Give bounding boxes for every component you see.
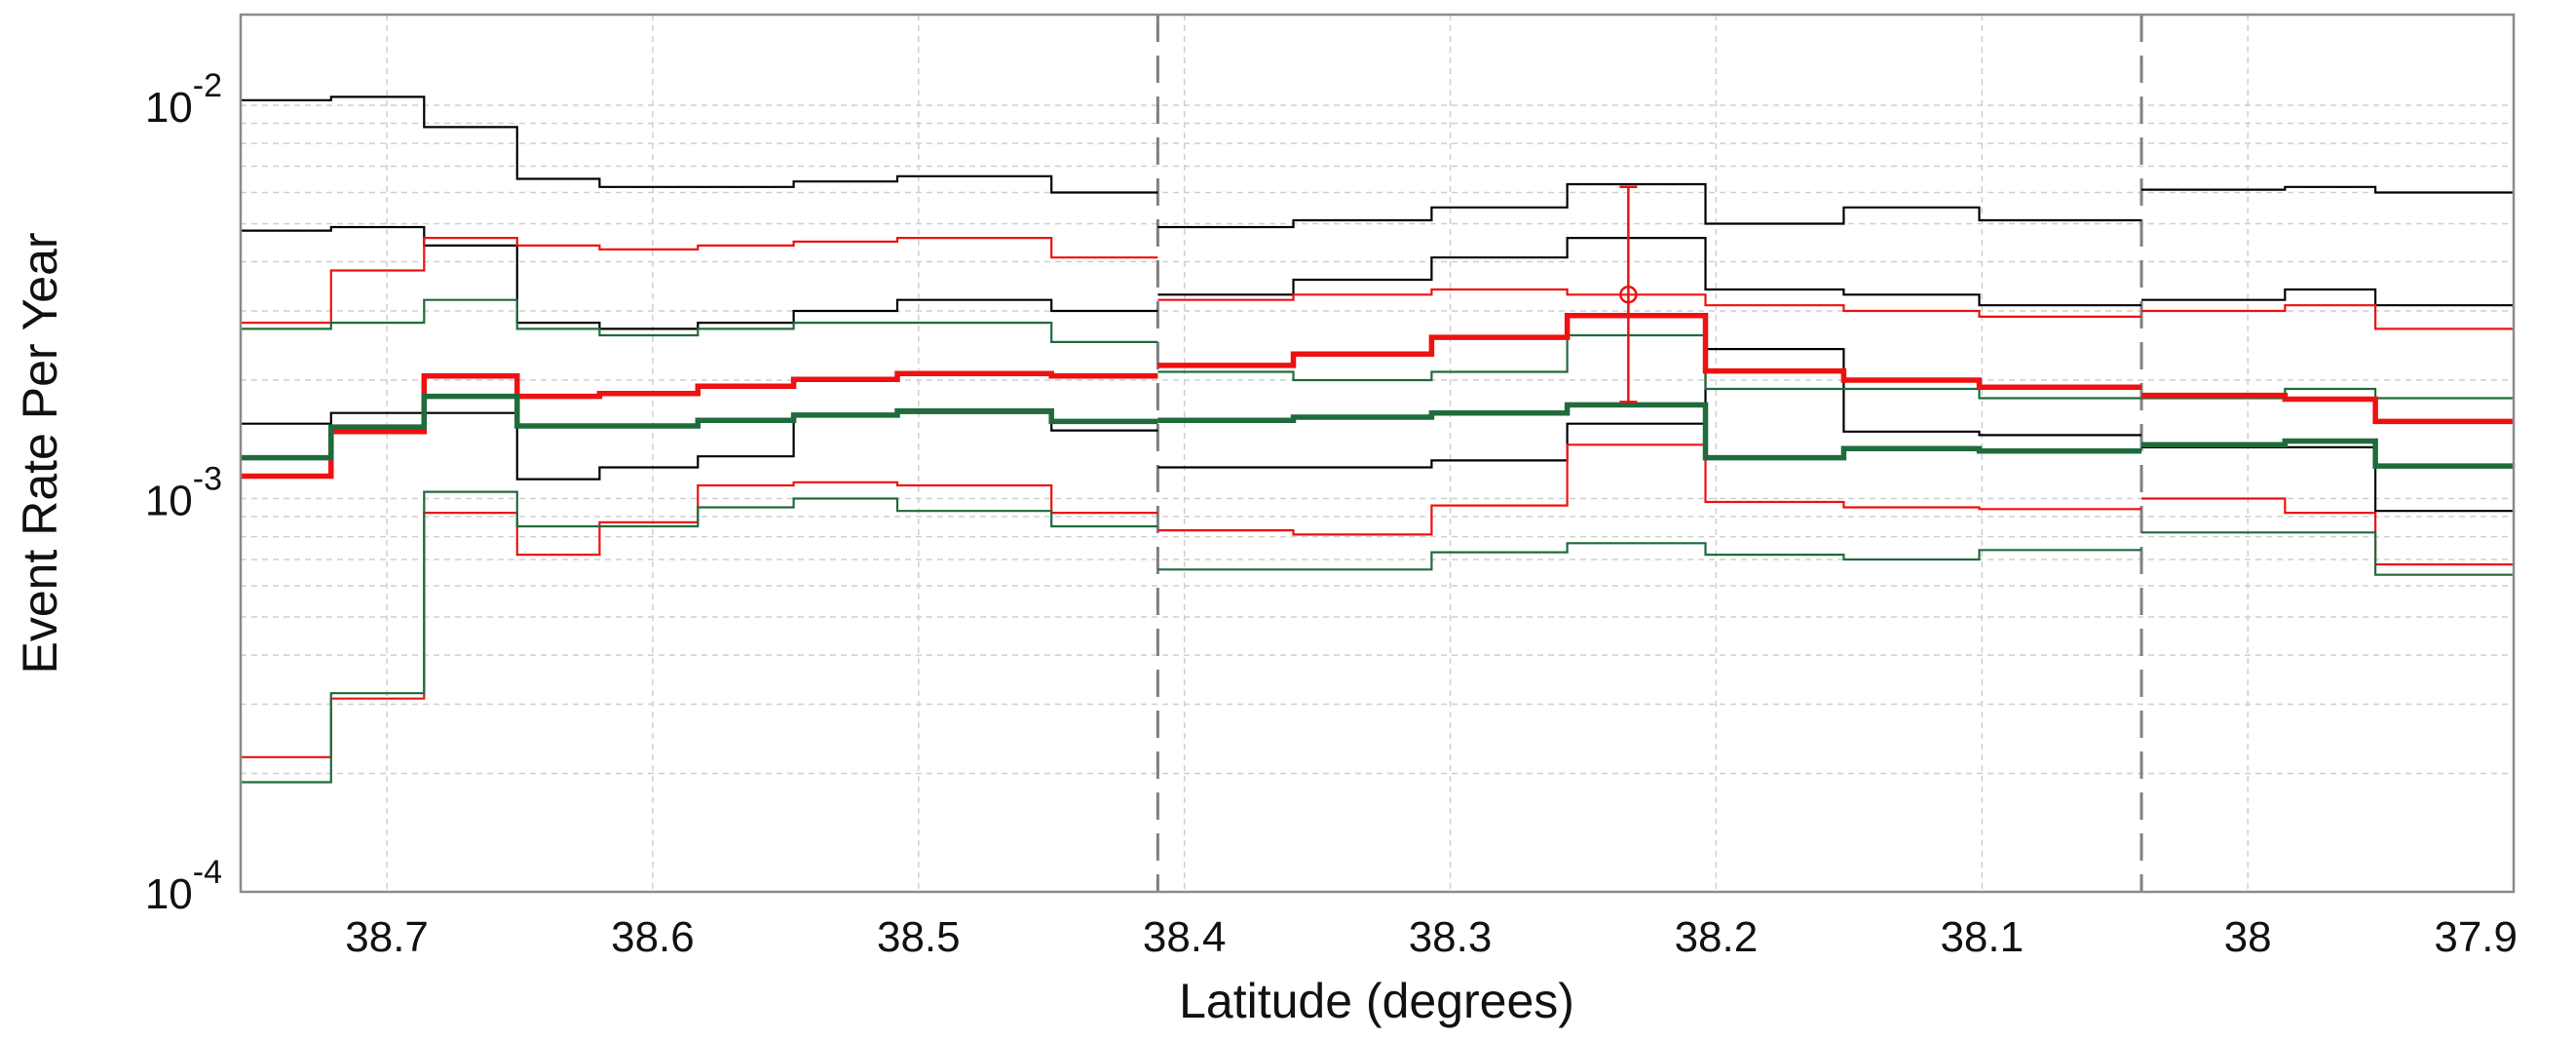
vertical-dividers bbox=[1155, 15, 2143, 892]
x-tick-label: 37.9 bbox=[2434, 913, 2518, 961]
y-tick-label: 10-2 bbox=[145, 67, 222, 132]
x-tick-label: 38.3 bbox=[1409, 913, 1493, 961]
series-1-segment-3 bbox=[2141, 185, 2514, 194]
series-2-segment-1 bbox=[241, 225, 1158, 330]
series-1-segment-2 bbox=[1157, 182, 2141, 229]
plot-background bbox=[241, 15, 2514, 892]
series-4-segment-1 bbox=[241, 237, 1158, 325]
x-tick-label: 38.4 bbox=[1143, 913, 1227, 961]
series-7-segment-2 bbox=[1157, 542, 2141, 571]
series-7-segment-3 bbox=[2141, 531, 2514, 576]
y-tick-base: 10 bbox=[145, 870, 193, 918]
y-tick-labels: 10-210-310-4 bbox=[145, 67, 222, 918]
y-tick-base: 10 bbox=[145, 477, 193, 524]
series-9-segment-3 bbox=[2141, 438, 2514, 469]
series-5-segment-3 bbox=[2141, 497, 2514, 566]
series-9-segment-2 bbox=[1157, 402, 2141, 461]
y-tick-label: 10-4 bbox=[145, 854, 222, 918]
series-5-segment-2 bbox=[1157, 443, 2141, 536]
x-tick-labels: 38.7 38.6 38.5 38.4 38.3 38.2 38.1 38 37.9 bbox=[345, 913, 2518, 961]
error-bar-point bbox=[1619, 286, 1638, 304]
x-tick-label: 38.1 bbox=[1940, 913, 2024, 961]
series-layer bbox=[241, 96, 2514, 784]
series-1-segment-1 bbox=[241, 96, 1158, 194]
error-bar-layer bbox=[1619, 185, 1638, 404]
y-tick-base: 10 bbox=[145, 84, 193, 132]
y-tick-exponent: -3 bbox=[193, 460, 222, 497]
series-9-segment-1 bbox=[241, 393, 1158, 461]
series-8-segment-1 bbox=[241, 370, 1158, 480]
series-6-segment-3 bbox=[2141, 387, 2514, 400]
x-tick-label: 38.5 bbox=[877, 913, 961, 961]
series-2-segment-3 bbox=[2141, 288, 2514, 307]
x-tick-label: 38.7 bbox=[345, 913, 429, 961]
x-tick-label: 38.6 bbox=[611, 913, 695, 961]
y-tick-exponent: -4 bbox=[193, 854, 222, 891]
series-5-segment-1 bbox=[241, 481, 1158, 758]
series-8-segment-2 bbox=[1157, 312, 2141, 390]
y-tick-exponent: -2 bbox=[193, 67, 222, 104]
series-6-segment-1 bbox=[241, 298, 1158, 343]
series-8-segment-3 bbox=[2141, 392, 2514, 425]
x-tick-label: 38 bbox=[2224, 913, 2272, 961]
x-axis-label: Latitude (degrees) bbox=[1179, 974, 1574, 1028]
series-7-segment-1 bbox=[241, 490, 1158, 784]
x-tick-label: 38.2 bbox=[1675, 913, 1759, 961]
series-4-segment-3 bbox=[2141, 304, 2514, 330]
y-axis-label: Event Rate Per Year bbox=[13, 232, 67, 674]
series-2-segment-2 bbox=[1157, 237, 2141, 307]
y-tick-label: 10-3 bbox=[145, 460, 222, 524]
plot-frame bbox=[239, 13, 2516, 894]
